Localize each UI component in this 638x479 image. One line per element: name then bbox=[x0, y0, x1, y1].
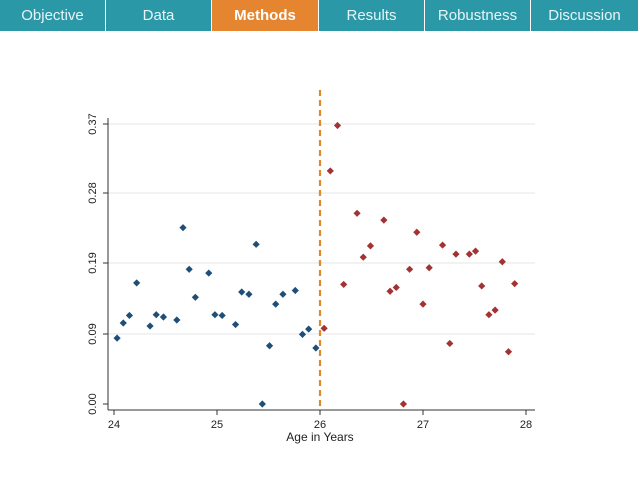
scatter-point-s1-7 bbox=[380, 216, 388, 224]
tab-robustness[interactable]: Robustness bbox=[425, 0, 531, 31]
x-tick-label-24: 24 bbox=[108, 419, 120, 431]
y-tick-label-0.00: 0.00 bbox=[87, 393, 99, 414]
scatter-point-s1-9 bbox=[392, 283, 400, 292]
scatter-point-s0-5 bbox=[152, 311, 160, 319]
scatter-point-s1-16 bbox=[446, 339, 454, 348]
scatter-point-s0-16 bbox=[245, 290, 253, 298]
scatter-point-s1-22 bbox=[491, 306, 499, 314]
scatter-point-s0-12 bbox=[211, 311, 219, 319]
scatter-point-s0-4 bbox=[146, 322, 154, 330]
scatter-point-s1-23 bbox=[498, 258, 506, 266]
scatter-point-s1-21 bbox=[485, 311, 493, 319]
scatter-point-s1-12 bbox=[413, 228, 421, 236]
scatter-point-s0-23 bbox=[298, 330, 307, 338]
scatter-point-s1-0 bbox=[320, 324, 328, 332]
scatter-point-s1-24 bbox=[504, 348, 513, 356]
scatter-point-s0-3 bbox=[133, 279, 141, 287]
x-tick-label-25: 25 bbox=[211, 419, 223, 431]
scatter-point-s1-17 bbox=[452, 250, 460, 258]
scatter-point-s0-25 bbox=[312, 344, 320, 352]
scatter-point-s0-18 bbox=[258, 400, 266, 408]
section-nav: Objective Data Methods Results Robustnes… bbox=[0, 0, 638, 31]
y-tick-label-0.19: 0.19 bbox=[87, 252, 99, 273]
plot-area: 0.00 0.09 0.19 0.28 0.37 24 25 26 27 28 … bbox=[87, 90, 535, 444]
scatter-point-s1-3 bbox=[340, 280, 348, 289]
scatter-point-s0-14 bbox=[231, 320, 240, 329]
scatter-point-s0-11 bbox=[205, 269, 213, 277]
scatter-point-s0-20 bbox=[272, 300, 280, 308]
scatter-point-s0-21 bbox=[279, 290, 287, 298]
scatter-point-s0-8 bbox=[179, 224, 187, 232]
y-tick-label-0.09: 0.09 bbox=[87, 323, 99, 344]
scatter-point-s1-6 bbox=[366, 242, 375, 250]
scatter-point-s1-25 bbox=[511, 280, 519, 288]
scatter-point-s1-1 bbox=[326, 167, 334, 175]
scatter-point-s0-22 bbox=[291, 286, 299, 295]
scatter-point-s0-10 bbox=[191, 293, 199, 301]
scatter-point-s0-13 bbox=[218, 311, 226, 320]
data-points bbox=[113, 121, 519, 408]
scatter-point-s0-1 bbox=[119, 319, 127, 327]
scatter-point-s1-8 bbox=[386, 287, 394, 295]
tab-methods[interactable]: Methods bbox=[212, 0, 319, 31]
scatter-point-s0-0 bbox=[113, 334, 121, 342]
scatter-point-s0-6 bbox=[159, 313, 168, 321]
x-tick-label-27: 27 bbox=[417, 419, 429, 431]
scatter-point-s1-11 bbox=[406, 265, 414, 273]
scatter-point-s1-15 bbox=[438, 241, 447, 249]
scatter-point-s1-5 bbox=[359, 253, 367, 261]
scatter-point-s0-15 bbox=[238, 288, 246, 296]
x-axis-title: Age in Years bbox=[286, 430, 353, 444]
scatter-point-s1-10 bbox=[399, 400, 408, 408]
scatter-point-s1-19 bbox=[471, 247, 480, 255]
scatter-point-s1-4 bbox=[353, 209, 361, 217]
scatter-point-s1-20 bbox=[478, 282, 486, 290]
scatter-point-s0-17 bbox=[252, 240, 260, 248]
x-tick-label-28: 28 bbox=[520, 419, 532, 431]
scatter-point-s0-24 bbox=[305, 325, 313, 333]
scatter-point-s1-18 bbox=[465, 250, 473, 258]
scatter-point-s0-19 bbox=[265, 342, 274, 350]
tab-results[interactable]: Results bbox=[319, 0, 425, 31]
tab-discussion[interactable]: Discussion bbox=[548, 7, 621, 24]
y-tick-label-0.37: 0.37 bbox=[87, 113, 99, 134]
y-tick-label-0.28: 0.28 bbox=[87, 182, 99, 203]
scatter-point-s0-9 bbox=[185, 265, 193, 273]
scatter-point-s1-2 bbox=[333, 121, 342, 130]
scatter-point-s1-14 bbox=[425, 264, 433, 272]
scatter-point-s1-13 bbox=[419, 300, 427, 308]
scatter-point-s0-2 bbox=[125, 311, 134, 320]
tab-objective[interactable]: Objective bbox=[0, 0, 106, 31]
x-tick-label-26: 26 bbox=[314, 419, 326, 431]
tab-data[interactable]: Data bbox=[106, 0, 212, 31]
scatter-point-s0-7 bbox=[173, 316, 181, 324]
